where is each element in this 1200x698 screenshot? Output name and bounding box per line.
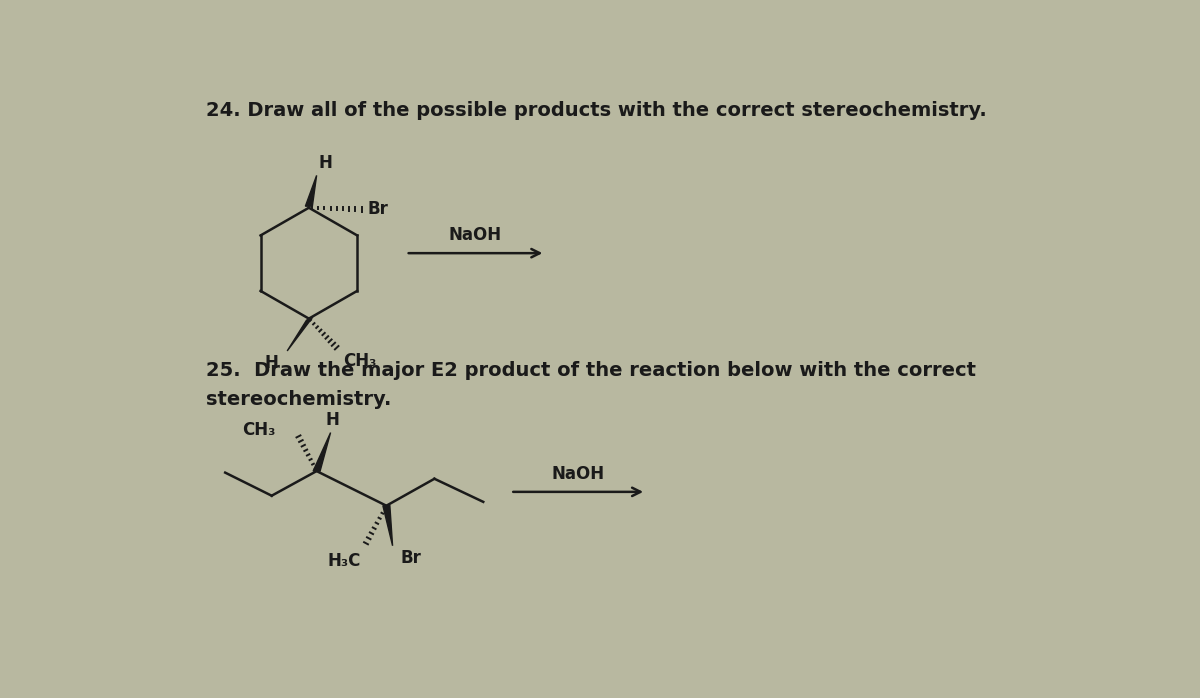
Text: H: H <box>319 154 332 172</box>
Text: NaOH: NaOH <box>449 226 502 244</box>
Text: H: H <box>264 354 278 372</box>
Text: 24. Draw all of the possible products with the correct stereochemistry.: 24. Draw all of the possible products wi… <box>206 101 986 121</box>
Polygon shape <box>287 317 313 351</box>
Polygon shape <box>313 433 330 471</box>
Text: CH₃: CH₃ <box>242 422 276 439</box>
Text: H₃C: H₃C <box>328 552 361 570</box>
Text: stereochemistry.: stereochemistry. <box>206 390 391 409</box>
Text: Br: Br <box>367 200 389 218</box>
Text: CH₃: CH₃ <box>343 352 377 371</box>
Text: 25.  Draw the major E2 product of the reaction below with the correct: 25. Draw the major E2 product of the rea… <box>206 361 976 380</box>
Text: Br: Br <box>401 549 421 567</box>
Polygon shape <box>383 506 392 546</box>
Polygon shape <box>305 175 317 206</box>
Text: NaOH: NaOH <box>552 465 605 482</box>
Text: H: H <box>325 410 340 429</box>
